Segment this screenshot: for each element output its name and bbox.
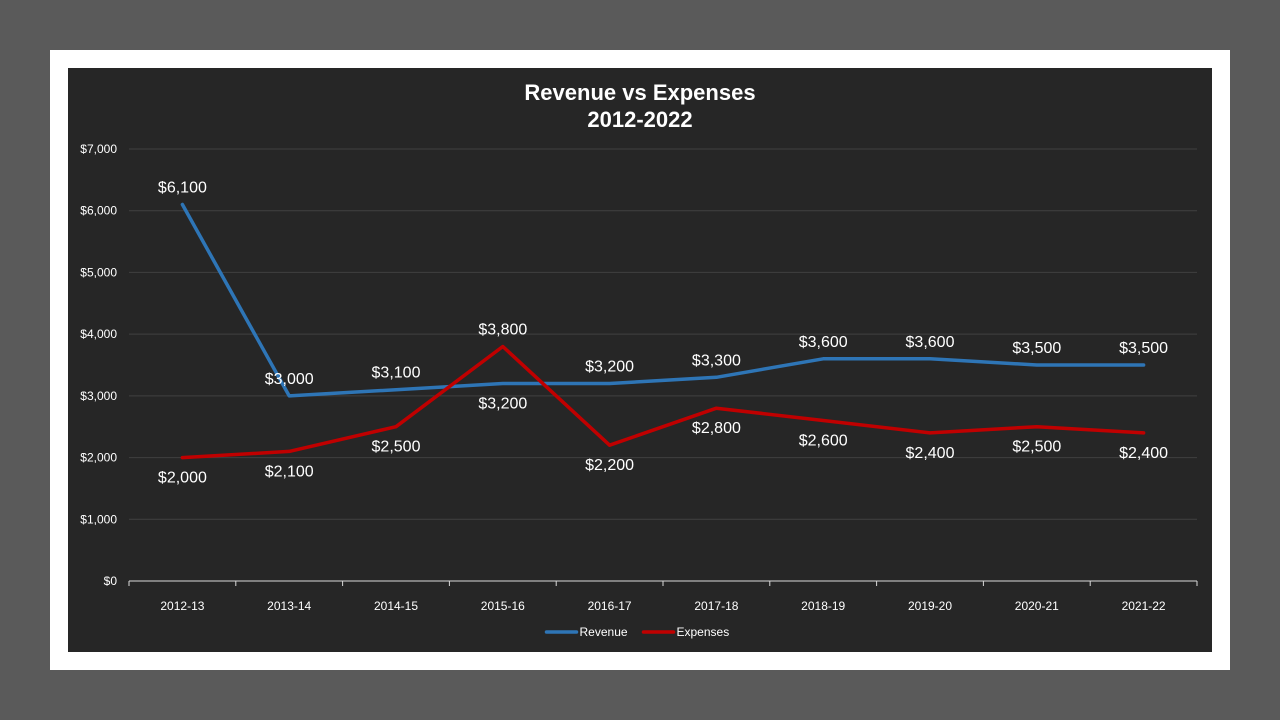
x-tick-label: 2018-19 [801, 599, 845, 613]
data-label-revenue: $3,200 [585, 359, 634, 376]
chart-title: Revenue vs Expenses [524, 80, 756, 105]
series-line-expenses [180, 344, 1146, 460]
data-label-revenue: $3,300 [692, 352, 741, 369]
data-label-revenue: $3,500 [1012, 340, 1061, 357]
data-label-expenses: $2,500 [1012, 439, 1061, 456]
y-tick-label: $6,000 [80, 204, 117, 218]
data-label-revenue: $3,000 [265, 371, 314, 388]
data-label-revenue: $3,100 [372, 365, 421, 382]
x-tick-label: 2012-13 [160, 599, 204, 613]
data-label-expenses: $2,800 [692, 420, 741, 437]
y-tick-label: $5,000 [80, 265, 117, 279]
data-label-revenue: $6,100 [158, 180, 207, 197]
line-chart: $0 $1,000 $2,000 $3,000 $4,000 $5,000 $6,000 $7… [80, 142, 1198, 639]
series-line-revenue [180, 202, 1146, 398]
data-label-expenses: $2,400 [1119, 445, 1168, 462]
legend-label-expenses: Expenses [677, 625, 730, 639]
data-label-expenses: $2,000 [158, 470, 207, 487]
data-label-revenue: $3,600 [799, 334, 848, 351]
legend-label-revenue: Revenue [580, 625, 628, 639]
data-label-expenses: $2,500 [372, 439, 421, 456]
x-tick-label: 2015-16 [481, 599, 525, 613]
y-tick-label: $1,000 [80, 512, 117, 526]
x-tick-label: 2021-22 [1122, 599, 1166, 613]
x-tick-label: 2016-17 [588, 599, 632, 613]
x-tick-label: 2013-14 [267, 599, 311, 613]
data-label-revenue: $3,200 [478, 396, 527, 413]
x-tick-label: 2014-15 [374, 599, 418, 613]
x-tick-label: 2020-21 [1015, 599, 1059, 613]
data-label-expenses: $2,200 [585, 457, 634, 474]
y-tick-label: $4,000 [80, 327, 117, 341]
data-label-revenue: $3,500 [1119, 340, 1168, 357]
chart-area: Revenue vs Expenses 2012-2022 $0 $1,000 $2… [68, 68, 1212, 652]
x-tick-label: 2017-18 [694, 599, 738, 613]
y-tick-label: $0 [104, 574, 118, 588]
data-label-expenses: $2,100 [265, 463, 314, 480]
y-tick-label: $3,000 [80, 389, 117, 403]
x-tick-label: 2019-20 [908, 599, 952, 613]
chart-subtitle: 2012-2022 [587, 107, 693, 132]
data-label-expenses: $2,400 [906, 445, 955, 462]
y-tick-label: $2,000 [80, 451, 117, 465]
y-tick-label: $7,000 [80, 142, 117, 156]
data-label-revenue: $3,600 [906, 334, 955, 351]
data-label-expenses: $3,800 [478, 321, 527, 338]
data-label-expenses: $2,600 [799, 433, 848, 450]
